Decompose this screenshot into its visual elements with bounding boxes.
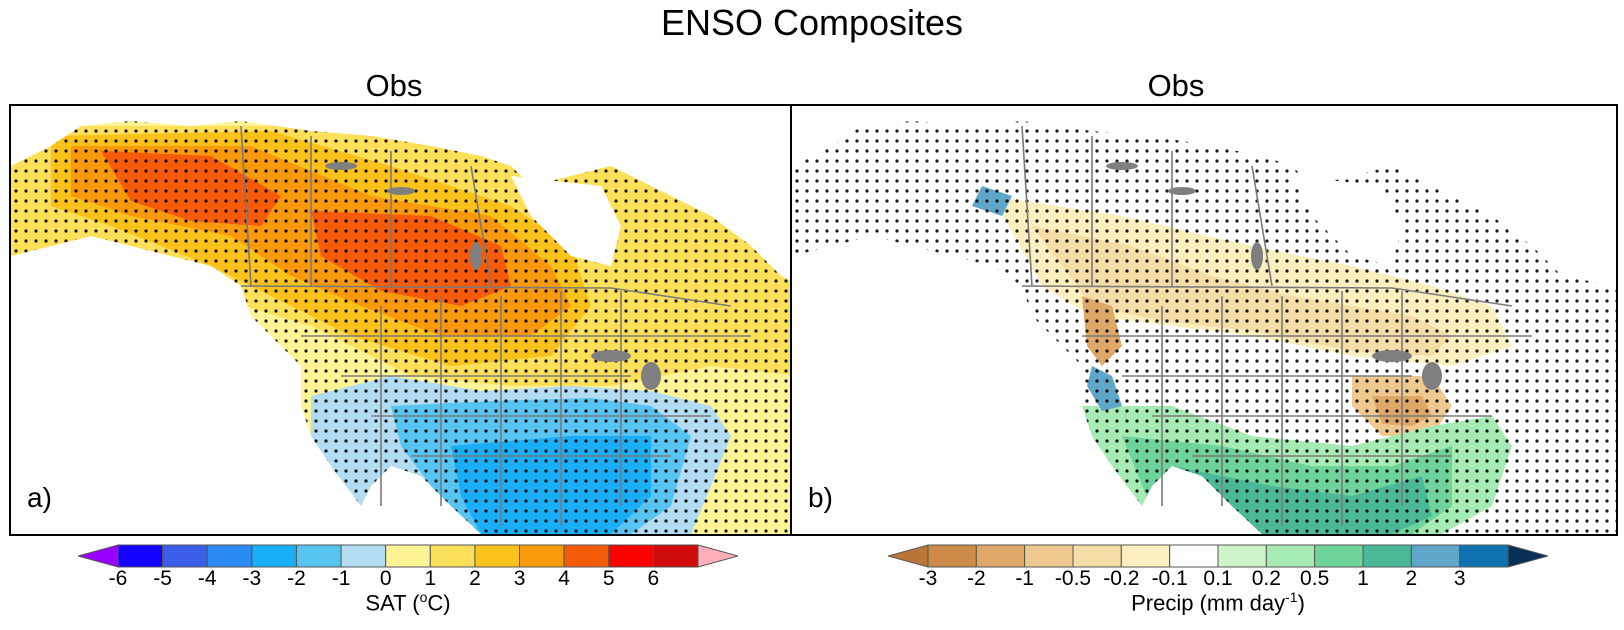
colorbar-b-swatch (1362, 544, 1412, 568)
greenland (701, 106, 801, 166)
colorbar-a-tick-label: -3 (242, 567, 262, 590)
colorbar-a-tick-label: 6 (647, 567, 660, 590)
colorbar-b-swatch (1169, 544, 1219, 568)
colorbar-b-tick-label: 0.5 (1300, 567, 1330, 590)
state-borders (240, 125, 751, 526)
colorbar-a-tick-label: 2 (469, 567, 481, 590)
colorbar-a (78, 544, 738, 568)
colorbar-b-swatch (1072, 544, 1122, 568)
panel-a-map: a) (9, 104, 803, 536)
colorbar-b-tick-label: 0.1 (1203, 567, 1233, 590)
colorbar-a-tick-label: -5 (153, 567, 172, 590)
colorbar-b-swatch (1024, 544, 1074, 568)
panel-b-title: Obs (1147, 68, 1205, 103)
colorbar-a-swatch (251, 544, 297, 568)
state-borders (1021, 125, 1532, 526)
colorbar-b-tick-label: -0.2 (1103, 567, 1140, 590)
colorbar-b-swatch (1314, 544, 1364, 568)
colorbar-a-swatch (295, 544, 342, 568)
colorbar-b-tick-label: -1 (1015, 567, 1034, 590)
panel-b-map: b) (790, 104, 1618, 536)
colorbar-b-swatch (1217, 544, 1267, 568)
colorbar-a-tick-label: 4 (558, 567, 570, 590)
colorbar-a-swatch (429, 544, 476, 568)
colorbar-b-swatch (1459, 544, 1509, 568)
colorbar-a-swatch (652, 544, 699, 568)
colorbar-a-over-triangle (697, 544, 738, 568)
stippling (11, 121, 801, 534)
colorbar-b-swatch (1120, 544, 1171, 568)
colorbar-b-tick-label: -0.1 (1151, 567, 1188, 590)
colorbar-b-swatch (975, 544, 1026, 568)
colorbar-a-swatch (563, 544, 610, 568)
colorbar-b-over-triangle (1507, 544, 1548, 568)
colorbar-a-swatch (608, 544, 654, 568)
colorbar-b-tick-label: 3 (1453, 567, 1466, 590)
greenland (1492, 106, 1616, 166)
colorbar-a-tick-label: -6 (108, 567, 128, 590)
colorbar-a-tick-label: 3 (513, 567, 526, 590)
colorbar-a-swatch (385, 544, 431, 568)
colorbar-b (888, 544, 1548, 568)
colorbar-b-label: Precip (mm day-1) (1131, 589, 1305, 616)
colorbar-a-tick-label: 5 (602, 567, 615, 590)
colorbar-b-under-triangle (888, 544, 929, 568)
hudson-bay (511, 176, 621, 266)
colorbar-b-tick-label: 0.2 (1251, 567, 1281, 590)
colorbar-a-swatch (474, 544, 521, 568)
panel-b-label: b) (808, 482, 833, 513)
colorbar-a-swatch (117, 544, 164, 568)
sat-map-svg (11, 106, 801, 534)
panel-a-label: a) (27, 482, 52, 513)
precip-map-svg (792, 106, 1616, 534)
colorbar-b-swatch (1410, 544, 1461, 568)
colorbar-b-swatch (927, 544, 977, 568)
figure-title: ENSO Composites (660, 2, 964, 43)
colorbar-b-tick-label: 2 (1405, 567, 1418, 590)
colorbar-a-under-triangle (78, 544, 119, 568)
colorbar-a-swatch (162, 544, 208, 568)
colorbar-a-tick-label: -1 (331, 567, 351, 590)
lakes (325, 162, 661, 390)
colorbar-a-tick-label: -2 (287, 567, 306, 590)
hudson-bay (1292, 176, 1402, 266)
colorbar-b-swatch (1265, 544, 1316, 568)
panel-a-title: Obs (365, 68, 423, 103)
colorbar-a-swatch (206, 544, 253, 568)
colorbar-a-tick-label: 0 (379, 567, 392, 590)
stippling (792, 121, 1616, 534)
colorbar-a-ticks: -6 -5 -4 -3 -2 -1 0 1 2 3 4 5 6 (78, 567, 738, 593)
colorbar-b-tick-label: 1 (1357, 567, 1369, 590)
colorbar-b-tick-label: -3 (918, 567, 938, 590)
colorbar-b-tick-label: -0.5 (1054, 567, 1092, 590)
colorbar-a-swatch (340, 544, 387, 568)
colorbar-a-swatch (519, 544, 565, 568)
colorbar-b-tick-label: -2 (966, 567, 986, 590)
colorbar-a-tick-label: -4 (197, 567, 217, 590)
colorbar-b-ticks: -3 -2 -1 -0.5 -0.2 -0.1 0.1 0.2 0.5 1 2 3 (888, 567, 1548, 593)
lakes (1106, 162, 1442, 390)
colorbar-a-label: SAT (oC) (365, 589, 451, 616)
colorbar-a-tick-label: 1 (424, 567, 437, 590)
